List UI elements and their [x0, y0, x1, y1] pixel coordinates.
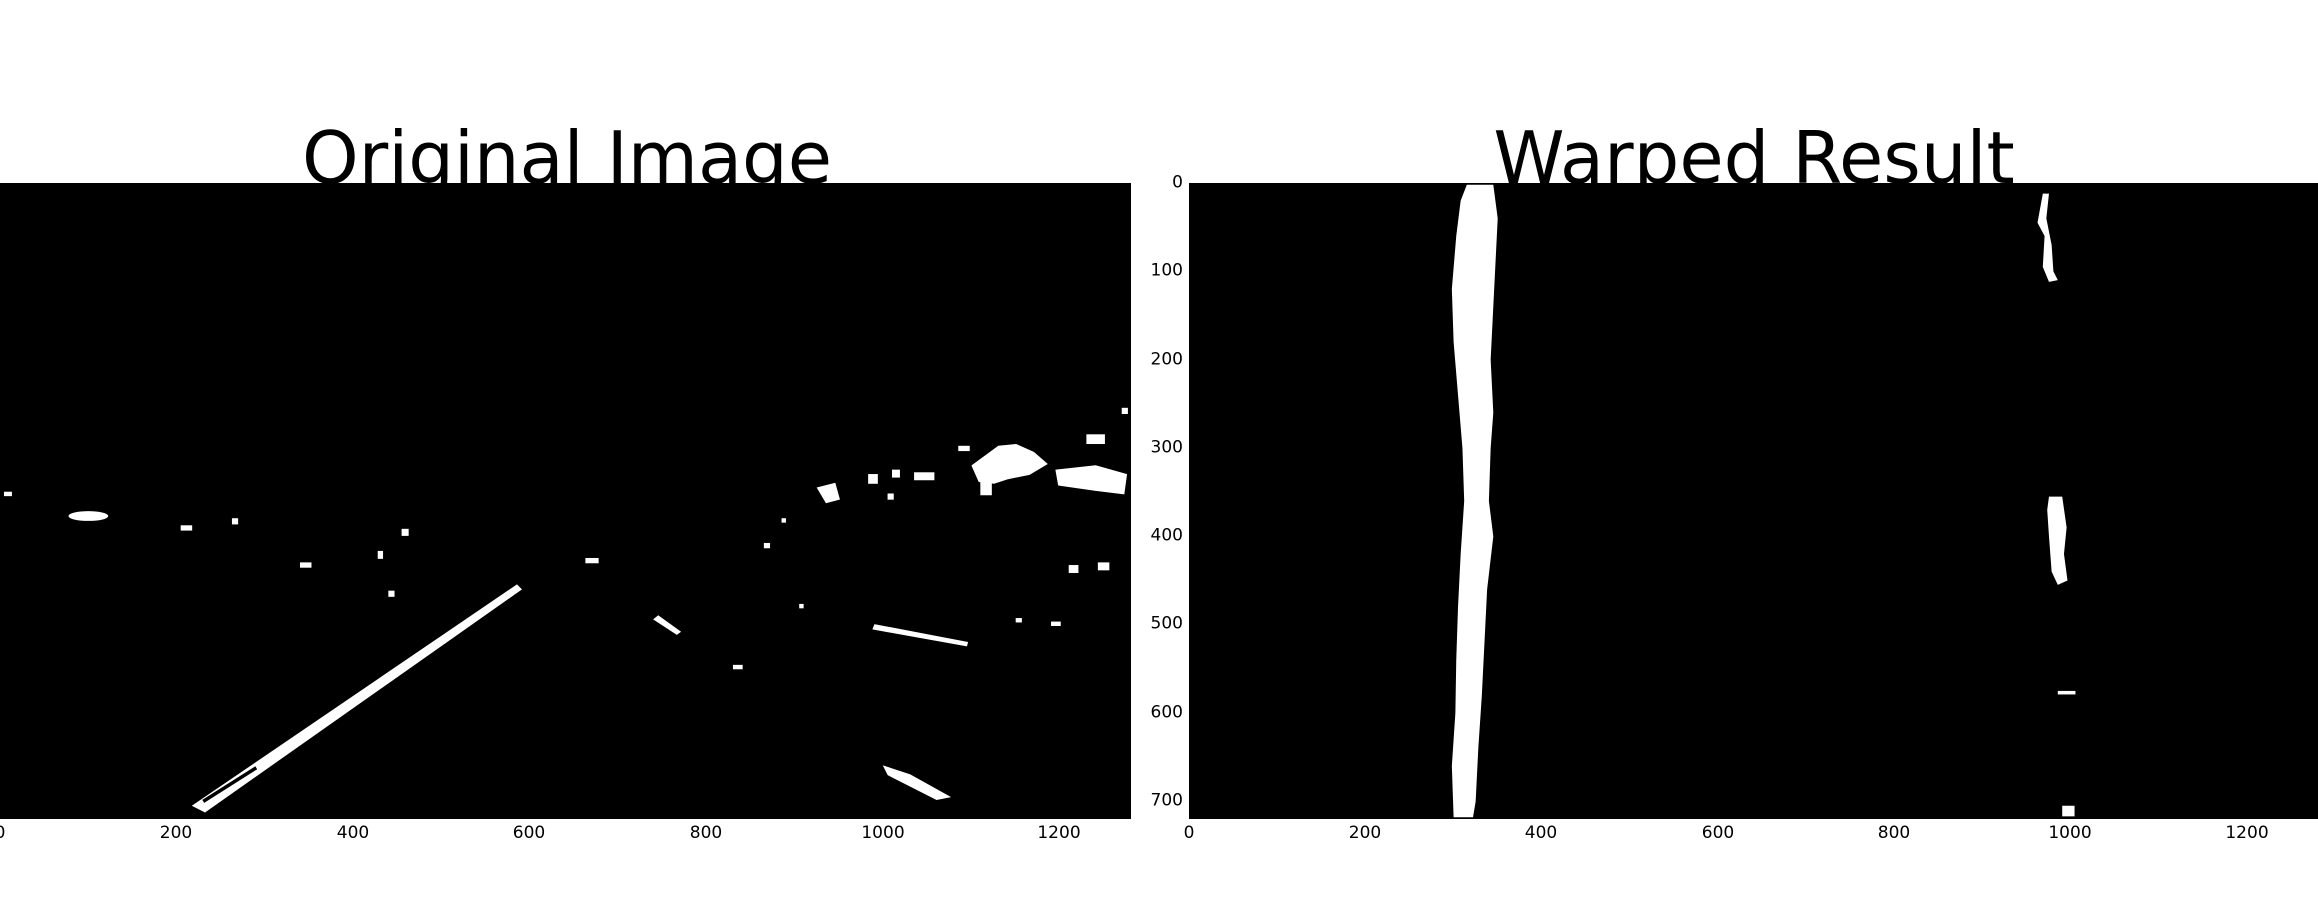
y-tick-label: 700: [1150, 790, 1183, 811]
x-tick-label: 600: [1701, 823, 1735, 843]
warped-result-title: Warped Result: [1493, 116, 2015, 200]
x-tick-label: 200: [159, 823, 193, 843]
x-tick-label: 1000: [2048, 823, 2092, 843]
x-tick-label: 0: [1183, 823, 1195, 843]
y-tick-label: 400: [1150, 525, 1183, 546]
warped-binary-image: [1189, 183, 2318, 819]
right-lane-segment: [2037, 193, 2058, 282]
original-binary-image: [0, 183, 1131, 819]
y-tick-label: 500: [1150, 613, 1183, 634]
y-tick-label: 300: [1150, 437, 1183, 458]
x-tick-label: 800: [1877, 823, 1911, 843]
left-lane-line: [191, 584, 523, 813]
left-lane-warped: [1451, 184, 1498, 818]
x-tick-label: 400: [1524, 823, 1558, 843]
right-road-blob: [882, 765, 952, 801]
x-tick-label: 1200: [1037, 823, 1081, 843]
x-tick-label: 800: [689, 823, 723, 843]
x-tick-label: 600: [512, 823, 546, 843]
x-tick-label: 1000: [861, 823, 905, 843]
y-tick-label: 0: [1172, 172, 1183, 193]
warped-result-plot: [1189, 183, 2318, 819]
original-image-plot: [0, 183, 1131, 819]
right-lane-segment: [2047, 496, 2068, 585]
speck: [68, 511, 109, 521]
y-tick-label: 600: [1150, 702, 1183, 723]
original-image-title: Original Image: [301, 116, 833, 200]
y-tick-label: 200: [1150, 349, 1183, 370]
x-tick-label: 200: [1348, 823, 1382, 843]
x-tick-label: 0: [0, 825, 5, 842]
x-tick-label: 400: [336, 823, 370, 843]
x-tick-label: 1200: [2225, 823, 2269, 843]
y-tick-label: 100: [1150, 260, 1183, 281]
